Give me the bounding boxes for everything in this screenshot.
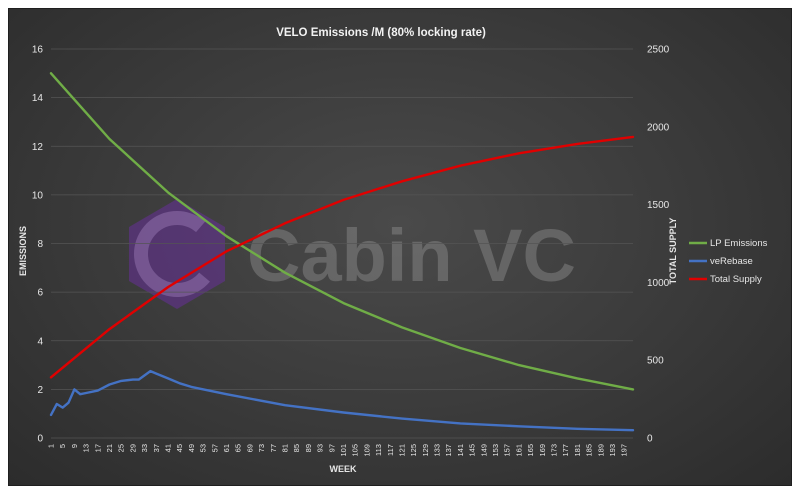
- legend-item-lp-emissions: LP Emissions: [689, 238, 768, 249]
- y-right-tick-2000: 2000: [647, 122, 670, 133]
- x-tick-181: 181: [573, 444, 582, 457]
- x-tick-69: 69: [245, 444, 254, 452]
- x-tick-197: 197: [620, 444, 629, 457]
- y-left-tick-16: 16: [32, 45, 44, 56]
- x-tick-121: 121: [397, 444, 406, 457]
- x-axis-title: WEEK: [330, 464, 358, 474]
- x-tick-161: 161: [514, 444, 523, 457]
- x-tick-117: 117: [386, 444, 395, 456]
- x-tick-133: 133: [433, 444, 442, 457]
- legend-item-verebase: veRebase: [689, 256, 753, 267]
- legend-item-total-supply: Total Supply: [689, 274, 762, 285]
- x-tick-17: 17: [93, 444, 102, 452]
- x-tick-49: 49: [187, 444, 196, 452]
- x-tick-9: 9: [70, 444, 79, 448]
- series-line-lp-emissions: [49, 72, 635, 391]
- x-tick-13: 13: [82, 444, 91, 452]
- x-tick-61: 61: [222, 444, 231, 452]
- x-tick-189: 189: [596, 444, 605, 457]
- chart-title: VELO Emissions /M (80% locking rate): [276, 27, 486, 39]
- y-right-tick-1500: 1500: [647, 200, 670, 211]
- x-tick-185: 185: [585, 444, 594, 457]
- y-left-tick-2: 2: [37, 385, 43, 396]
- y-right-tick-500: 500: [647, 356, 664, 367]
- series-line-verebase: [49, 369, 635, 432]
- x-tick-141: 141: [456, 444, 465, 457]
- x-tick-25: 25: [117, 444, 126, 452]
- x-tick-125: 125: [409, 444, 418, 457]
- cabin-logo-ring: [134, 211, 220, 297]
- x-tick-1: 1: [47, 444, 56, 448]
- y-right-tick-0: 0: [647, 434, 653, 445]
- x-tick-169: 169: [538, 444, 547, 457]
- x-tick-193: 193: [608, 444, 617, 457]
- watermark-text: Cabin VC: [247, 214, 576, 297]
- x-tick-129: 129: [421, 444, 430, 457]
- x-tick-177: 177: [561, 444, 570, 457]
- x-tick-29: 29: [128, 444, 137, 452]
- y-axis-right-title: TOTAL SUPPLY: [668, 218, 678, 285]
- legend-label-total-supply: Total Supply: [710, 274, 762, 285]
- gridlines: [51, 48, 633, 439]
- x-tick-173: 173: [550, 444, 559, 457]
- x-tick-21: 21: [105, 444, 114, 452]
- x-tick-77: 77: [269, 444, 278, 452]
- x-tick-45: 45: [175, 444, 184, 452]
- x-tick-57: 57: [210, 444, 219, 452]
- y-left-tick-0: 0: [37, 434, 43, 445]
- x-tick-153: 153: [491, 444, 500, 457]
- y-axis-left-title: EMISSIONS: [18, 226, 28, 276]
- chart-svg: Cabin VC 0 2 4 6 8 10 12 14 16 0 500 1000 1500 2000 25…: [18, 27, 768, 474]
- x-tick-145: 145: [468, 444, 477, 457]
- watermark: Cabin VC: [129, 199, 576, 309]
- y-right-tick-2500: 2500: [647, 45, 670, 56]
- x-tick-93: 93: [316, 444, 325, 452]
- x-tick-73: 73: [257, 444, 266, 452]
- x-tick-157: 157: [503, 444, 512, 457]
- x-tick-65: 65: [234, 444, 243, 452]
- y-left-tick-6: 6: [37, 288, 43, 299]
- x-tick-33: 33: [140, 444, 149, 452]
- x-tick-105: 105: [351, 444, 360, 457]
- y-left-tick-8: 8: [37, 239, 43, 250]
- x-tick-5: 5: [58, 444, 67, 448]
- x-tick-81: 81: [280, 444, 289, 452]
- x-tick-137: 137: [444, 444, 453, 457]
- x-tick-165: 165: [526, 444, 535, 457]
- series-line-total-supply: [49, 135, 635, 379]
- x-tick-53: 53: [199, 444, 208, 452]
- series-layer: [49, 72, 635, 432]
- cabin-logo: [129, 199, 225, 309]
- chart-panel: Cabin VC 0 2 4 6 8 10 12 14 16 0 500 1000 1500 2000 25…: [8, 8, 792, 486]
- x-tick-109: 109: [362, 444, 371, 457]
- y-left-tick-12: 12: [32, 142, 44, 153]
- x-tick-97: 97: [327, 444, 336, 452]
- legend-label-verebase: veRebase: [710, 256, 753, 267]
- x-tick-101: 101: [339, 444, 348, 457]
- x-tick-41: 41: [163, 444, 172, 452]
- y-right-tick-1000: 1000: [647, 278, 670, 289]
- legend-label-lp-emissions: LP Emissions: [710, 238, 768, 249]
- x-tick-85: 85: [292, 444, 301, 452]
- y-left-tick-14: 14: [32, 93, 44, 104]
- x-tick-113: 113: [374, 444, 383, 456]
- x-tick-37: 37: [152, 444, 161, 452]
- y-left-tick-4: 4: [37, 336, 43, 347]
- y-left-tick-10: 10: [32, 190, 44, 201]
- x-tick-149: 149: [479, 444, 488, 457]
- x-tick-89: 89: [304, 444, 313, 452]
- legend: LP Emissions veRebase Total Supply: [689, 238, 768, 285]
